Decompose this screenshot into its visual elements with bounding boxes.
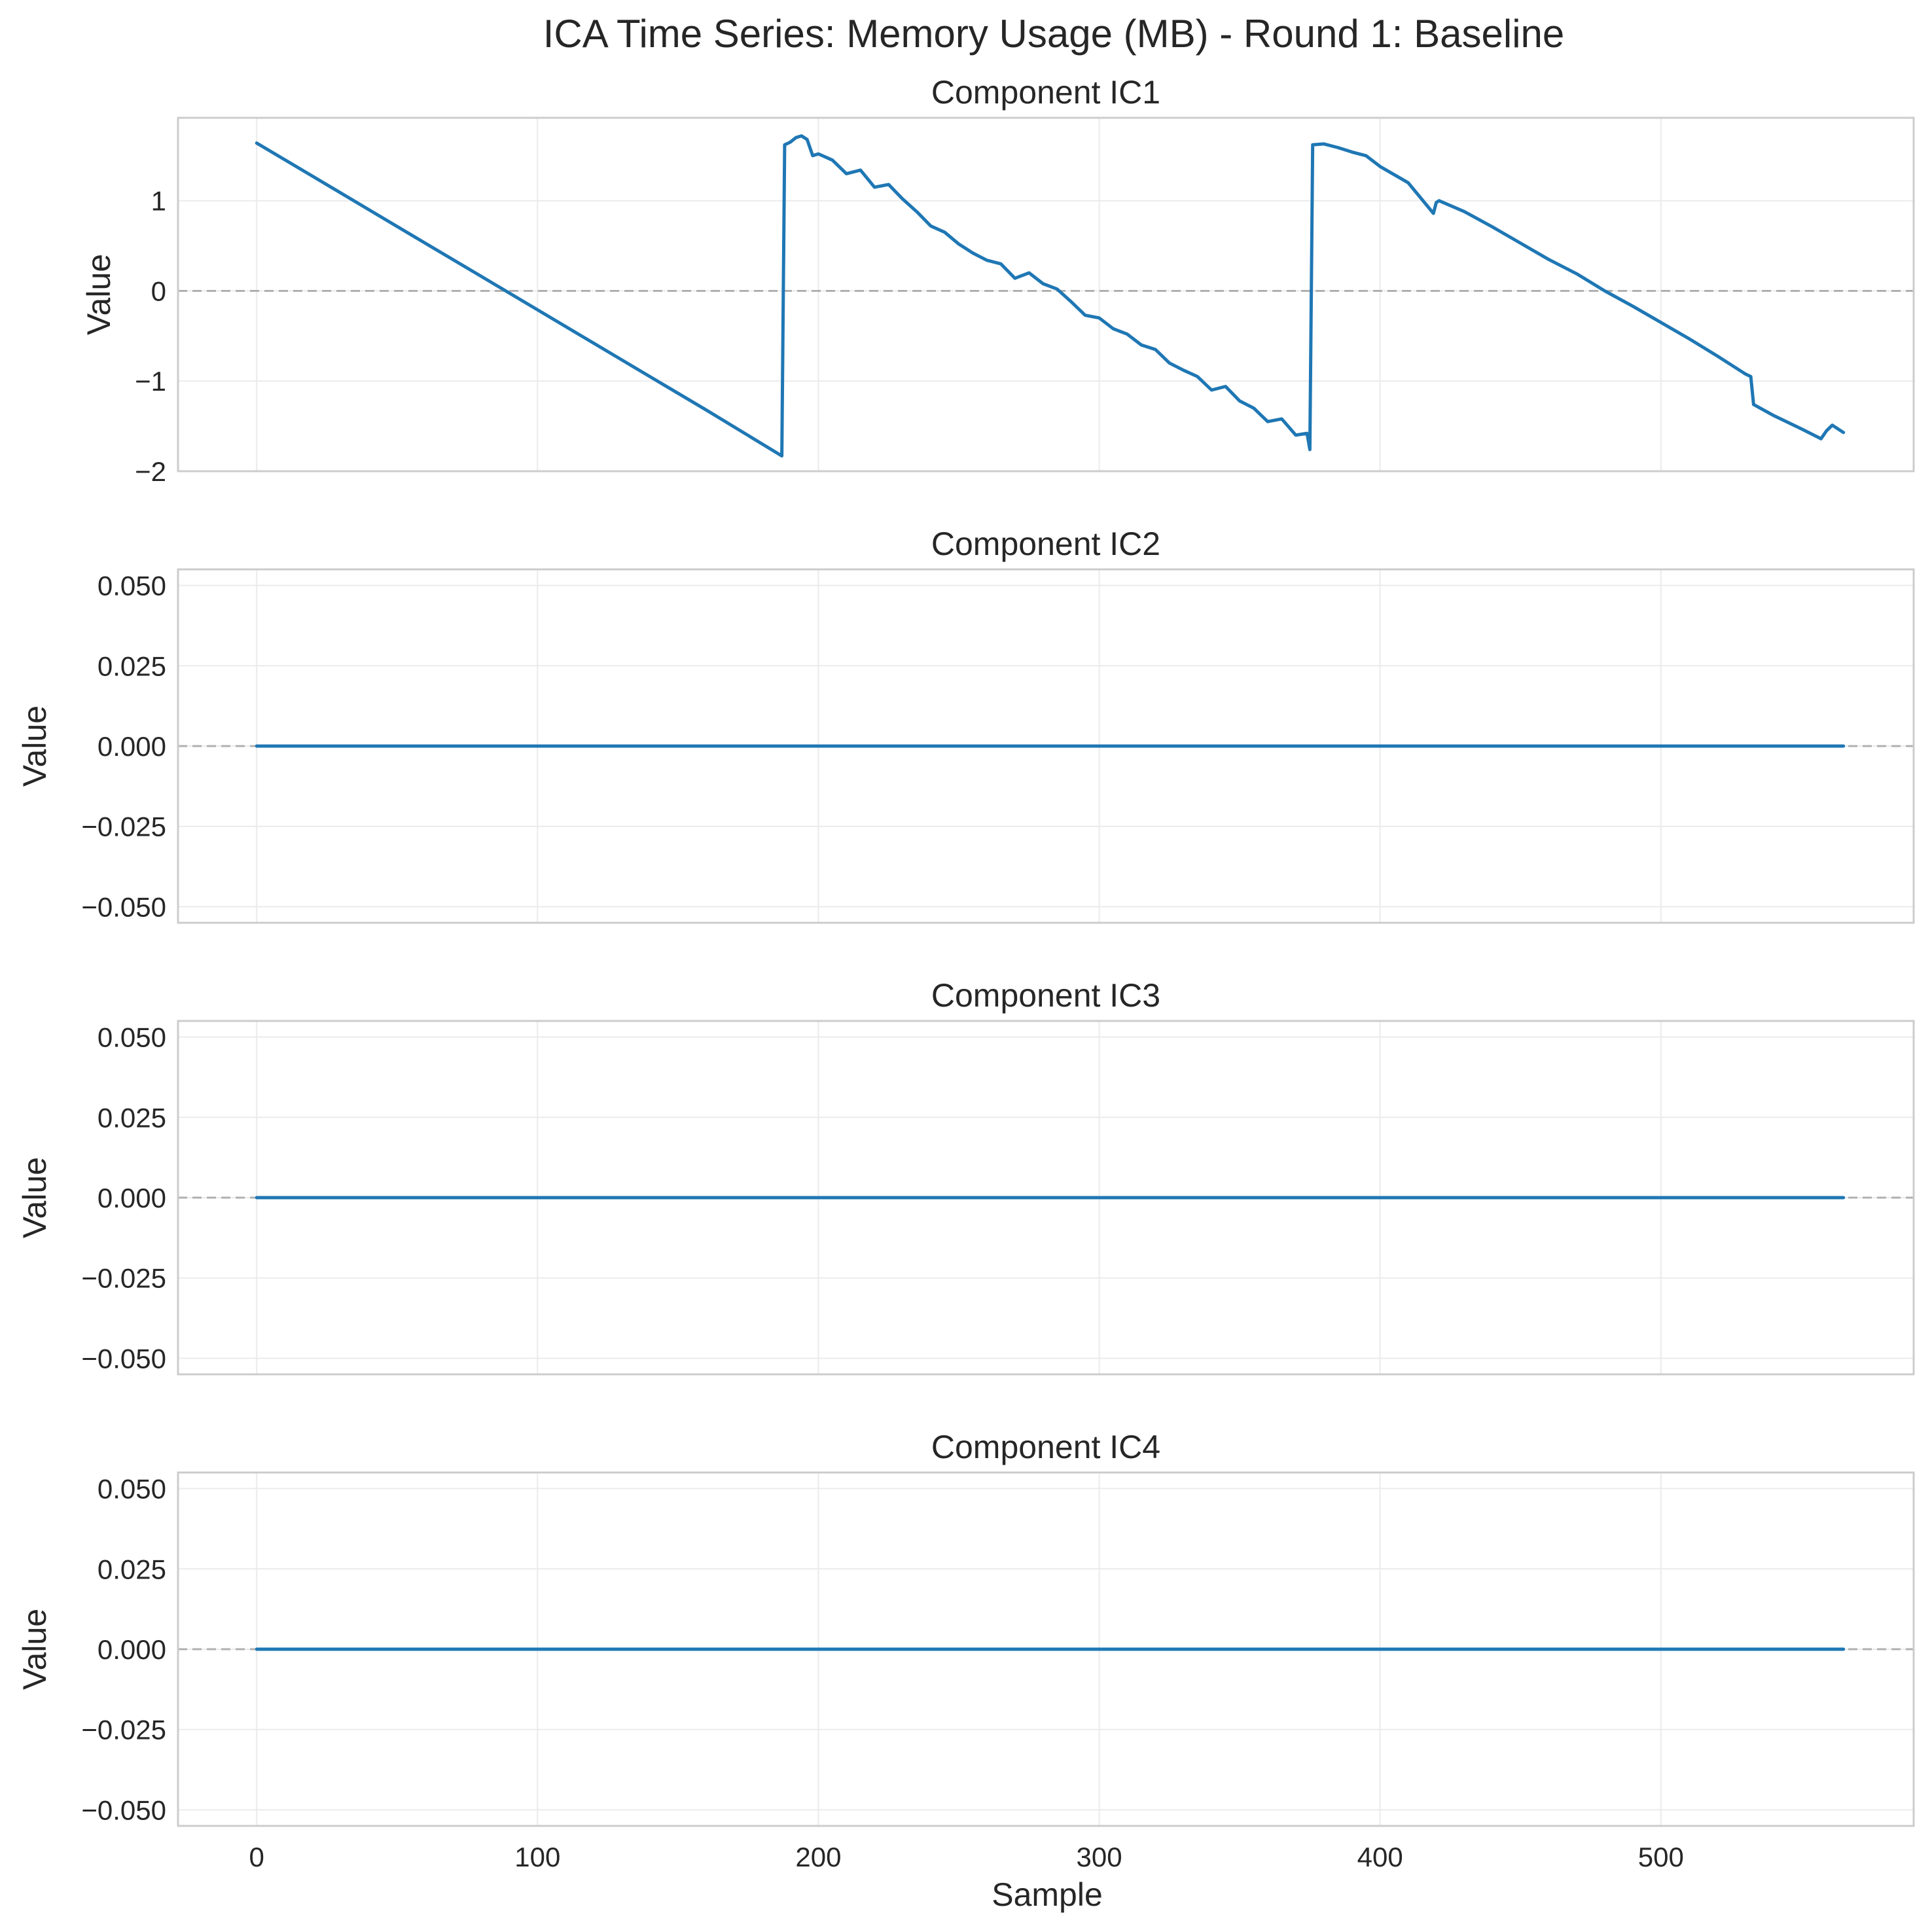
plot-frame: [177, 1471, 1915, 1827]
y-tick-label: 0.025: [98, 1102, 166, 1133]
y-tick-label: 0.000: [98, 731, 166, 762]
y-tick-label: −0.050: [81, 891, 166, 922]
chart-title: ICA Time Series: Memory Usage (MB) - Rou…: [543, 12, 1565, 56]
panel-ic1: 1 0 −1 −2 Component IC1 Value: [80, 74, 1915, 487]
panel-ic3: 0.050 0.025 0.000 −0.025 −0.050 Component IC3…: [16, 977, 1915, 1376]
y-axis-label: Value: [16, 1609, 53, 1690]
panel-ic4: 0.050 0.025 0.000 −0.025 −0.050 Component IC4…: [16, 1429, 1915, 1872]
y-tick-label: −0.050: [81, 1343, 166, 1374]
panel-title: Component IC2: [931, 526, 1160, 562]
x-axis-label: Sample: [992, 1876, 1103, 1913]
y-axis-label: Value: [16, 1157, 53, 1238]
y-tick-label: 0: [151, 276, 166, 306]
y-tick-label: 0.025: [98, 1554, 166, 1584]
y-axis-label: Value: [16, 705, 53, 787]
panel-title: Component IC3: [931, 977, 1160, 1014]
panel-title: Component IC1: [931, 74, 1160, 111]
y-tick-label: −0.025: [81, 1263, 166, 1294]
y-tick-label: 0.050: [98, 571, 166, 601]
x-tick-label: 100: [514, 1842, 560, 1872]
y-axis-label: Value: [80, 254, 117, 335]
plot-frame: [177, 568, 1915, 924]
y-tick-label: −1: [135, 366, 166, 397]
y-tick-label: −2: [135, 456, 166, 487]
y-tick-label: 0.025: [98, 651, 166, 681]
x-tick-label: 300: [1076, 1842, 1122, 1872]
y-tick-label: 0.050: [98, 1022, 166, 1053]
plot-frame: [177, 116, 1915, 473]
y-tick-label: −0.025: [81, 812, 166, 842]
panel-title: Component IC4: [931, 1429, 1160, 1465]
panel-ic2: 0.050 0.025 0.000 −0.025 −0.050 Component IC2…: [16, 526, 1915, 924]
x-tick-label: 400: [1357, 1842, 1403, 1872]
y-tick-label: 0.050: [98, 1474, 166, 1505]
x-tick-label: 500: [1638, 1842, 1684, 1872]
y-tick-label: 0.000: [98, 1634, 166, 1665]
y-tick-label: 1: [151, 186, 166, 217]
plot-frame: [177, 1020, 1915, 1376]
y-tick-label: −0.050: [81, 1794, 166, 1825]
y-tick-label: 0.000: [98, 1183, 166, 1213]
x-tick-label: 0: [249, 1842, 264, 1872]
y-tick-label: −0.025: [81, 1715, 166, 1745]
series-line-ic1: [255, 134, 1846, 458]
x-tick-label: 200: [795, 1842, 841, 1872]
